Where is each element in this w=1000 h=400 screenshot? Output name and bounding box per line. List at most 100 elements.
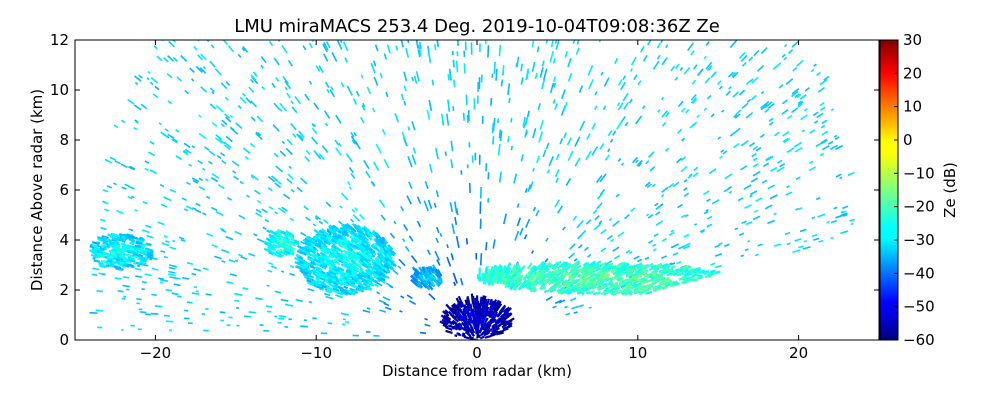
noise-gate	[774, 7, 777, 11]
echo-gate	[569, 266, 577, 273]
echo-gate	[557, 263, 564, 270]
noise-gate	[311, 136, 319, 145]
echo-gate	[429, 274, 434, 280]
noise-gate	[741, 102, 749, 109]
echo-gate	[493, 302, 498, 308]
noise-gate	[372, 107, 376, 113]
noise-gate	[365, 170, 371, 179]
noise-gate	[734, 14, 736, 16]
echo-gate	[337, 238, 344, 244]
noise-gate	[541, 60, 545, 67]
noise-gate	[151, 267, 159, 271]
noise-gate	[175, 155, 183, 161]
noise-gate	[249, 78, 255, 84]
noise-gate	[781, 99, 788, 105]
echo-gate	[384, 246, 389, 251]
echo-gate	[505, 313, 513, 319]
noise-gate	[532, 206, 537, 212]
noise-gate	[768, 118, 774, 122]
noise-gate	[256, 199, 262, 204]
echo-gate	[363, 278, 369, 283]
echo-gate	[337, 281, 344, 286]
noise-gate	[752, 170, 761, 177]
noise-gate	[455, 60, 459, 73]
echo-gate	[498, 317, 505, 323]
noise-gate	[710, 71, 717, 79]
noise-gate	[654, 211, 661, 216]
noise-gate	[718, 242, 723, 246]
noise-gate	[591, 146, 599, 156]
noise-gate	[827, 140, 834, 145]
echo-gate	[103, 242, 107, 245]
noise-gate	[606, 6, 610, 16]
noise-gate	[163, 57, 169, 63]
noise-gate	[558, 299, 566, 304]
echo-gate	[284, 250, 291, 255]
echo-gate	[649, 275, 653, 279]
noise-gate	[214, 68, 222, 76]
noise-gate	[600, 71, 604, 76]
noise-gate	[242, 147, 251, 154]
echo-gate	[352, 262, 356, 266]
noise-gate	[729, 132, 735, 137]
noise-gate	[740, 254, 745, 258]
noise-gate	[520, 63, 524, 72]
noise-gate	[393, 220, 397, 225]
noise-gate	[816, 112, 824, 119]
echo-gate	[358, 244, 364, 250]
noise-gate	[683, 179, 688, 183]
noise-gate	[235, 122, 243, 130]
noise-gate	[760, 103, 768, 111]
noise-gate	[329, 89, 336, 98]
noise-gate	[424, 180, 429, 190]
noise-gate	[706, 223, 713, 228]
noise-gate	[427, 51, 432, 63]
noise-gate	[220, 229, 227, 233]
noise-gate	[444, 151, 447, 156]
echo-gate	[93, 246, 101, 251]
echo-gate	[334, 258, 339, 262]
echo-gate	[416, 275, 425, 284]
echo-gate	[596, 277, 601, 281]
echo-gate	[619, 261, 626, 267]
noise-gate	[514, 230, 520, 241]
noise-gate	[211, 91, 215, 95]
noise-gate	[290, 100, 294, 105]
noise-gate	[400, 206, 405, 212]
echo-gate	[523, 281, 528, 286]
noise-gate	[423, 0, 424, 2]
noise-gate	[325, 201, 332, 208]
noise-gate	[523, 234, 528, 240]
echo-gate	[566, 265, 571, 270]
echo-gate	[526, 262, 533, 270]
echo-gate	[426, 286, 431, 291]
noise-gate	[759, 104, 765, 109]
noise-gate	[315, 65, 321, 72]
noise-gate	[604, 154, 610, 161]
noise-gate	[173, 292, 179, 296]
echo-gate	[113, 265, 122, 270]
noise-gate	[536, 46, 540, 53]
echo-gate	[112, 261, 118, 265]
echo-gate	[612, 286, 619, 291]
noise-gate	[839, 176, 843, 180]
noise-gate	[266, 310, 272, 313]
noise-gate	[722, 150, 728, 155]
x-axis: −20 −10 0 10 20	[140, 40, 808, 362]
echo-gate	[505, 274, 512, 285]
echo-gate	[633, 291, 639, 295]
echo-gate	[359, 237, 368, 245]
echo-gate	[378, 238, 385, 245]
noise-gate	[245, 194, 251, 198]
noise-gate	[221, 249, 230, 254]
noise-gate	[223, 0, 226, 4]
echo-gate	[531, 286, 537, 292]
echo-gate	[460, 321, 469, 330]
noise-gate	[465, 238, 469, 245]
echo-gate	[321, 233, 327, 238]
noise-gate	[185, 7, 190, 12]
noise-gate	[704, 77, 711, 84]
echo-gate	[444, 309, 450, 314]
noise-gate	[159, 183, 165, 188]
noise-gate	[571, 305, 580, 310]
